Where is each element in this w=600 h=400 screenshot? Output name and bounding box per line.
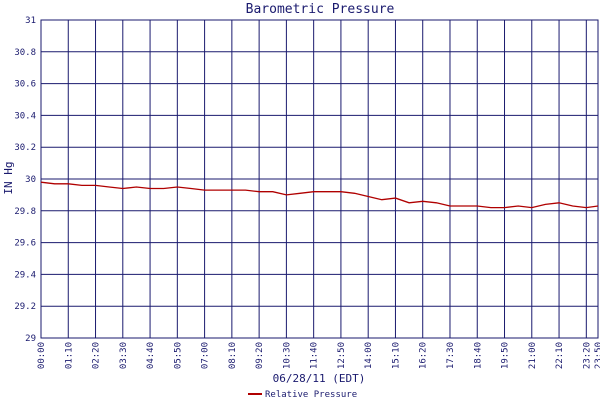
y-tick-label: 29.6: [14, 239, 36, 249]
x-tick-label: 14:00: [364, 342, 374, 369]
y-tick-label: 29: [25, 334, 36, 344]
x-tick-label: 18:40: [473, 342, 483, 369]
x-tick-label: 04:40: [146, 342, 156, 369]
y-tick-label: 29.4: [14, 270, 36, 280]
y-tick-label: 30.2: [14, 143, 36, 153]
x-tick-label: 09:20: [255, 342, 265, 369]
plot-grid: [40, 19, 599, 339]
y-tick-label: 29.8: [14, 207, 36, 217]
x-tick-label: 10:30: [282, 342, 292, 369]
x-tick-label: 03:30: [119, 342, 129, 369]
y-tick-labels: 29 29.2 29.4 29.6 29.8 30 30.2 30.4 30.6 30.8 31: [14, 16, 36, 344]
x-tick-label: 15:10: [391, 342, 401, 369]
series-line-relative-pressure: [40, 181, 599, 209]
legend-label: Relative Pressure: [265, 390, 357, 400]
x-tick-label: 00:00: [37, 342, 47, 369]
x-tick-label: 23:20: [582, 342, 592, 369]
x-tick-label: 23:50: [594, 342, 600, 369]
y-tick-label: 30.6: [14, 80, 36, 90]
x-tick-label: 16:20: [419, 342, 429, 369]
x-tick-labels: 00:00 01:10 02:20 03:30 04:40 05:50 07:00 08:10…: [37, 342, 600, 369]
x-tick-label: 21:00: [528, 342, 538, 369]
y-tick-label: 30: [25, 175, 36, 185]
x-axis-label: 06/28/11 (EDT): [273, 372, 366, 385]
x-tick-label: 07:00: [201, 342, 211, 369]
y-tick-label: 30.8: [14, 48, 36, 58]
y-axis-label: IN Hg: [2, 161, 15, 194]
x-tick-label: 12:50: [337, 342, 347, 369]
x-tick-label: 19:50: [501, 342, 511, 369]
y-tick-label: 31: [25, 16, 36, 26]
series-layer: [40, 181, 599, 209]
x-tick-label: 08:10: [228, 342, 238, 369]
x-tick-label: 22:10: [555, 342, 565, 369]
chart-title: Barometric Pressure: [246, 2, 395, 17]
y-tick-label: 29.2: [14, 302, 36, 312]
x-tick-label: 11:40: [310, 342, 320, 369]
y-tick-label: 30.4: [14, 111, 36, 121]
x-tick-label: 02:20: [92, 342, 102, 369]
x-tick-label: 17:30: [446, 342, 456, 369]
x-tick-label: 01:10: [64, 342, 74, 369]
x-tick-label: 05:50: [173, 342, 183, 369]
